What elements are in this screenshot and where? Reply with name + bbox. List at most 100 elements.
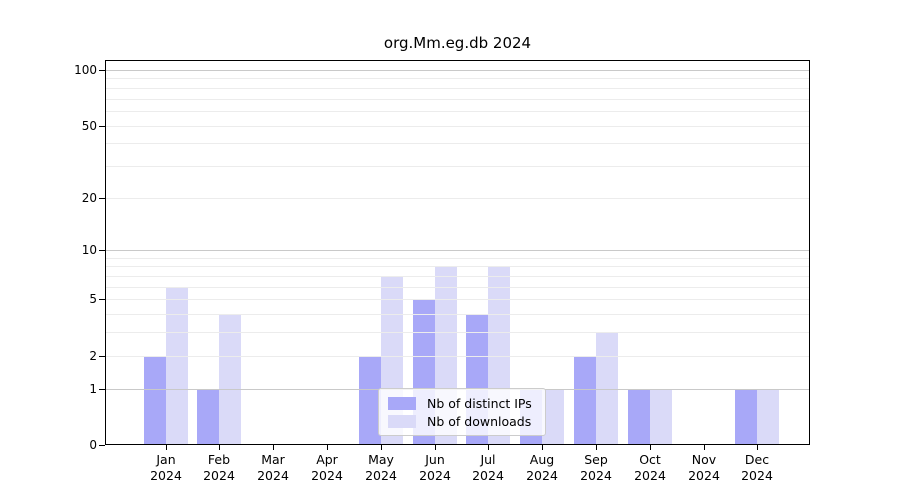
x-tick-aug [542,445,543,450]
x-tick-apr [327,445,328,450]
bar-nb-of-distinct-ips-jan [143,355,166,445]
x-tick-month-apr: Apr [316,452,338,467]
x-tick-label-jul: Jul 2024 [456,452,520,484]
x-tick-month-jun: Jun [425,452,445,467]
x-tick-label-jan: Jan 2024 [134,452,198,484]
x-tick-may [381,445,382,450]
gridline-y-30 [106,166,809,167]
legend-swatch-distinct-ips [388,397,416,410]
gridline-y-5 [106,299,809,300]
x-tick-label-sep: Sep 2024 [564,452,628,484]
x-tick-month-sep: Sep [584,452,608,467]
gridline-y-40 [106,143,809,144]
y-tick-label-2: 2 [89,349,97,363]
x-tick-year-jun: 2024 [419,468,451,483]
x-tick-jul [488,445,489,450]
x-tick-sep [596,445,597,450]
y-tick-label-10: 10 [81,243,97,257]
y-tick-5 [99,299,105,300]
gridline-y-8 [106,266,809,267]
gridline-y-80 [106,88,809,89]
x-tick-year-jan: 2024 [150,468,182,483]
x-tick-label-oct: Oct 2024 [618,452,682,484]
x-tick-nov [704,445,705,450]
legend-item-downloads: Nb of downloads [388,413,536,430]
bar-nb-of-distinct-ips-sep [573,355,596,445]
y-tick-label-100: 100 [74,63,97,77]
x-tick-year-aug: 2024 [526,468,558,483]
gridline-y-7 [106,276,809,277]
x-tick-year-nov: 2024 [688,468,720,483]
x-tick-label-jun: Jun 2024 [403,452,467,484]
gridline-y-50 [106,126,809,127]
y-tick-label-1: 1 [89,382,97,396]
x-tick-month-aug: Aug [529,452,555,467]
x-tick-jan [166,445,167,450]
gridline-y-2 [106,356,809,357]
x-tick-label-may: May 2024 [349,452,413,484]
x-tick-year-oct: 2024 [634,468,666,483]
y-tick-100 [99,70,105,71]
bar-nb-of-downloads-sep [595,332,618,445]
gridline-y-100 [106,70,809,71]
bar-nb-of-distinct-ips-oct [627,388,650,445]
x-tick-month-jul: Jul [480,452,496,467]
x-tick-label-feb: Feb 2024 [187,452,251,484]
bar-nb-of-distinct-ips-dec [735,388,758,445]
x-tick-year-apr: 2024 [311,468,343,483]
legend: Nb of distinct IPs Nb of downloads [378,388,546,436]
gridline-y-60 [106,111,809,112]
x-tick-label-dec: Dec 2024 [725,452,789,484]
y-tick-20 [99,198,105,199]
x-tick-year-feb: 2024 [203,468,235,483]
bar-nb-of-distinct-ips-feb [197,388,220,445]
y-tick-label-0: 0 [89,438,97,452]
y-tick-label-5: 5 [89,292,97,306]
y-tick-label-20: 20 [81,191,97,205]
bar-nb-of-downloads-dec [757,388,780,445]
x-tick-year-may: 2024 [365,468,397,483]
bar-nb-of-downloads-feb [219,314,242,445]
x-tick-year-mar: 2024 [257,468,289,483]
x-tick-month-may: May [368,452,394,467]
x-tick-dec [757,445,758,450]
y-tick-10 [99,250,105,251]
x-tick-label-aug: Aug 2024 [510,452,574,484]
bar-nb-of-distinct-ips-may [358,355,381,445]
x-tick-jun [435,445,436,450]
gridline-y-20 [106,198,809,199]
x-tick-mar [273,445,274,450]
y-tick-label-50: 50 [81,119,97,133]
x-tick-label-apr: Apr 2024 [295,452,359,484]
x-tick-label-mar: Mar 2024 [241,452,305,484]
x-tick-year-sep: 2024 [580,468,612,483]
gridline-y-4 [106,314,809,315]
y-tick-2 [99,356,105,357]
x-tick-month-nov: Nov [691,452,717,467]
gridline-y-70 [106,99,809,100]
legend-item-distinct-ips: Nb of distinct IPs [388,395,536,412]
x-tick-month-jan: Jan [156,452,176,467]
gridline-y-9 [106,258,809,259]
gridline-y-3 [106,332,809,333]
legend-label-distinct-ips: Nb of distinct IPs [427,396,532,411]
x-tick-month-feb: Feb [207,452,231,467]
x-tick-month-dec: Dec [744,452,770,467]
y-tick-50 [99,126,105,127]
gridline-y-90 [106,78,809,79]
bar-nb-of-downloads-aug [542,388,565,445]
gridline-y-10 [106,250,809,251]
x-tick-month-mar: Mar [261,452,285,467]
x-tick-oct [650,445,651,450]
x-tick-year-dec: 2024 [741,468,773,483]
legend-label-downloads: Nb of downloads [427,414,532,429]
x-tick-feb [219,445,220,450]
chart-title: org.Mm.eg.db 2024 [383,34,532,52]
x-tick-month-oct: Oct [639,452,661,467]
y-tick-0 [99,445,105,446]
legend-swatch-downloads [388,415,416,428]
x-tick-label-nov: Nov 2024 [672,452,736,484]
x-tick-year-jul: 2024 [472,468,504,483]
y-tick-1 [99,389,105,390]
